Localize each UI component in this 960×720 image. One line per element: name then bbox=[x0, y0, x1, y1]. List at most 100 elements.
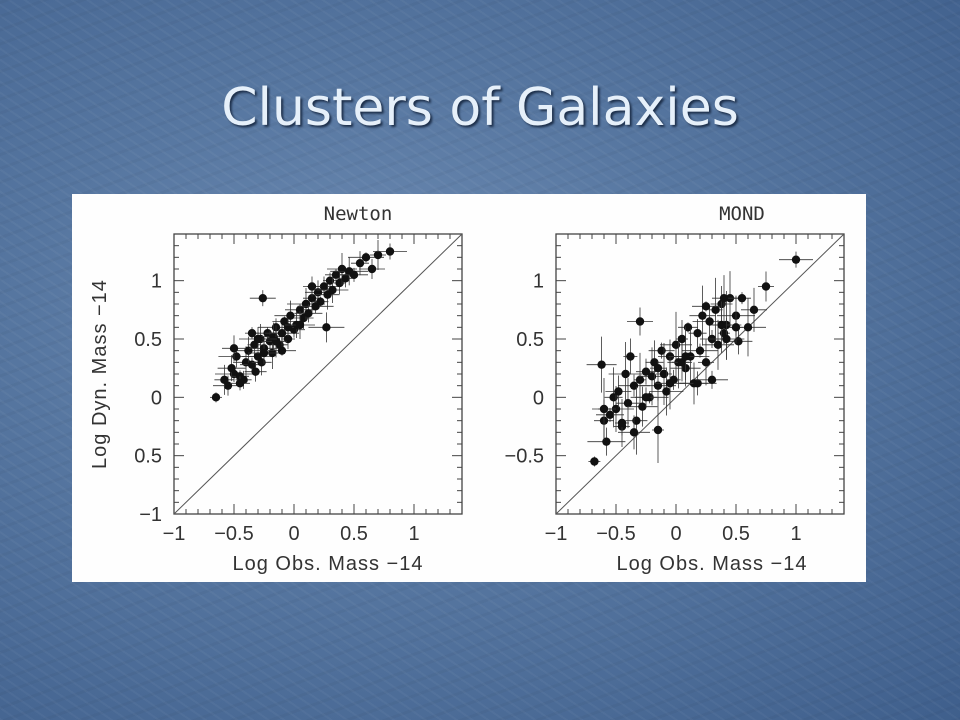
newton-point-marker bbox=[304, 309, 313, 318]
newton-point-marker bbox=[328, 285, 337, 295]
mond-data-point bbox=[758, 271, 774, 302]
newton-point-marker bbox=[361, 253, 371, 262]
mond-point-marker bbox=[701, 358, 711, 367]
newton-data-point bbox=[248, 342, 280, 364]
mond-data-point bbox=[712, 275, 736, 322]
mond-point-marker bbox=[693, 379, 702, 388]
mond-point-marker bbox=[641, 367, 651, 376]
newton-y-axis-label: Log Dyn. Mass −14 bbox=[89, 279, 111, 469]
mond-point-marker bbox=[707, 375, 717, 385]
newton-x-axis-label: Log Obs. Mass −14 bbox=[233, 553, 424, 575]
newton-point-marker bbox=[220, 375, 229, 385]
newton-point-marker bbox=[319, 282, 329, 291]
newton-data-point bbox=[340, 267, 368, 282]
mond-y-tick-label: 1 bbox=[533, 271, 544, 293]
mond-data-point bbox=[668, 326, 703, 387]
newton-point-marker bbox=[322, 323, 331, 332]
newton-data-point bbox=[244, 361, 267, 382]
newton-point-marker bbox=[235, 379, 245, 388]
mond-point-marker bbox=[711, 305, 720, 315]
mond-point-marker bbox=[602, 437, 611, 446]
newton-data-points bbox=[210, 240, 407, 403]
figure-panel: Newton −1 −0.5 0 0.5 1 −1 0.5 0 0.5 1 Log Obs. M… bbox=[72, 194, 866, 582]
mond-point-marker bbox=[693, 328, 702, 338]
mond-data-point bbox=[676, 320, 688, 358]
mond-point-marker bbox=[749, 305, 759, 315]
mond-point-marker bbox=[605, 410, 615, 420]
mond-data-point bbox=[682, 343, 718, 358]
mond-y-tick-label: 0.5 bbox=[516, 329, 544, 351]
mond-data-point bbox=[608, 342, 643, 406]
mond-point-marker bbox=[698, 311, 707, 320]
mond-x-tick-label: −1 bbox=[545, 523, 568, 545]
newton-data-point bbox=[249, 290, 276, 307]
mond-point-marker bbox=[632, 416, 641, 425]
mond-point-marker bbox=[621, 369, 630, 379]
mond-point-marker bbox=[681, 352, 690, 361]
mond-data-point bbox=[627, 386, 658, 427]
newton-data-point bbox=[245, 327, 259, 340]
mond-data-point bbox=[712, 297, 731, 353]
mond-data-point bbox=[708, 318, 745, 360]
mond-data-point bbox=[698, 339, 714, 386]
mond-panel-title: MOND bbox=[719, 203, 765, 225]
newton-data-point bbox=[373, 243, 407, 260]
mond-point-marker bbox=[647, 372, 657, 381]
newton-data-point bbox=[285, 311, 315, 339]
newton-data-point bbox=[359, 259, 385, 279]
newton-point-marker bbox=[355, 258, 365, 268]
mond-data-point bbox=[696, 370, 728, 389]
mond-point-marker bbox=[599, 404, 609, 414]
newton-data-point bbox=[239, 327, 277, 351]
mond-point-marker bbox=[653, 381, 663, 390]
mond-data-point bbox=[636, 358, 656, 385]
mond-point-marker bbox=[761, 282, 771, 291]
newton-point-marker bbox=[232, 352, 241, 361]
newton-point-marker bbox=[331, 270, 341, 280]
newton-data-point bbox=[268, 345, 296, 356]
newton-point-marker bbox=[257, 358, 266, 367]
newton-x-tick-label: 0.5 bbox=[340, 523, 368, 545]
mond-point-marker bbox=[705, 317, 714, 326]
mond-x-tick-label: 0 bbox=[670, 523, 681, 545]
newton-y-tick-label: 0 bbox=[151, 387, 162, 409]
newton-y-tick-labels: −1 0.5 0 0.5 1 bbox=[134, 271, 162, 526]
newton-point-marker bbox=[227, 363, 236, 373]
mond-data-point bbox=[689, 285, 716, 346]
mond-point-marker bbox=[626, 352, 635, 361]
newton-point-marker bbox=[337, 264, 347, 274]
mond-data-point bbox=[692, 301, 720, 312]
mond-data-point bbox=[634, 352, 646, 407]
newton-point-marker bbox=[277, 346, 287, 355]
mond-data-point bbox=[652, 397, 664, 463]
mond-y-tick-label: 0 bbox=[533, 387, 544, 409]
newton-point-marker bbox=[259, 348, 269, 358]
mond-point-marker bbox=[617, 418, 627, 428]
newton-point-marker bbox=[253, 334, 263, 344]
newton-point-marker bbox=[307, 293, 317, 303]
newton-ticks bbox=[173, 233, 463, 515]
mond-point-marker bbox=[638, 402, 647, 411]
figure-svg: Newton −1 −0.5 0 0.5 1 −1 0.5 0 0.5 1 Log Obs. M… bbox=[89, 203, 845, 575]
mond-data-point bbox=[708, 277, 723, 342]
newton-panel: Newton −1 −0.5 0 0.5 1 −1 0.5 0 0.5 1 Log Obs. M… bbox=[89, 203, 463, 575]
newton-x-tick-labels: −1 −0.5 0 0.5 1 bbox=[163, 523, 420, 545]
mond-data-point bbox=[650, 361, 666, 376]
mond-point-marker bbox=[653, 425, 663, 435]
newton-data-point bbox=[294, 304, 323, 323]
newton-point-marker bbox=[251, 367, 260, 376]
mond-point-marker bbox=[662, 387, 671, 396]
newton-point-marker bbox=[229, 344, 239, 353]
newton-data-point bbox=[316, 277, 349, 303]
mond-x-tick-label: −0.5 bbox=[596, 523, 635, 545]
newton-data-point bbox=[312, 296, 329, 307]
newton-data-point bbox=[351, 251, 369, 276]
newton-panel-title: Newton bbox=[324, 203, 393, 225]
mond-point-marker bbox=[734, 337, 743, 346]
mond-point-marker bbox=[677, 334, 687, 344]
newton-point-marker bbox=[247, 328, 257, 338]
mond-point-marker bbox=[722, 334, 731, 344]
mond-point-marker bbox=[629, 428, 639, 437]
mond-point-marker bbox=[635, 375, 645, 385]
newton-x-tick-label: −1 bbox=[163, 523, 186, 545]
